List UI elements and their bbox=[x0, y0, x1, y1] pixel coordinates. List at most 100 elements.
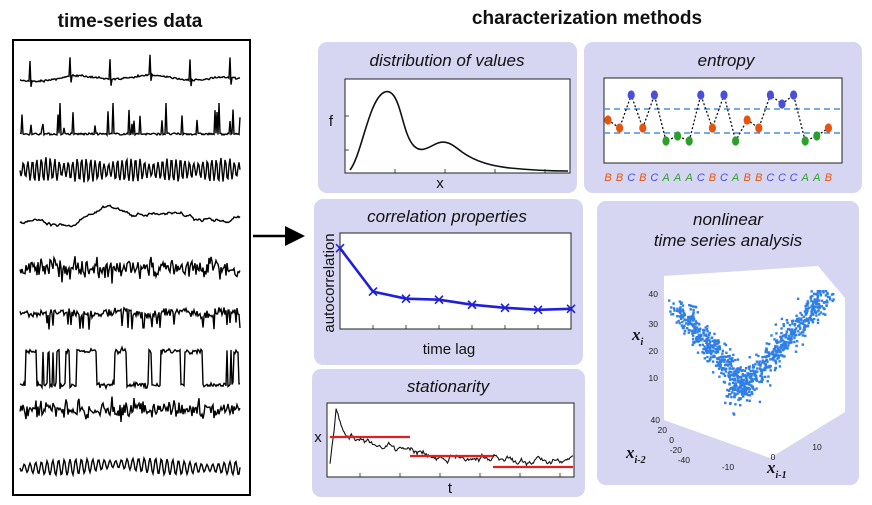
scatter-point bbox=[728, 354, 731, 358]
scatter-point bbox=[673, 309, 676, 312]
scatter-point bbox=[822, 291, 825, 294]
scatter-point bbox=[714, 340, 717, 343]
correlation-plot-area bbox=[339, 232, 572, 330]
scatter-point bbox=[765, 347, 768, 350]
x-axis-label: xi-1 bbox=[766, 458, 787, 481]
scatter-point bbox=[677, 319, 680, 323]
scatter-point bbox=[819, 290, 822, 293]
scatter-point bbox=[696, 338, 700, 342]
scatter-point bbox=[728, 370, 731, 373]
distribution-title: distribution of values bbox=[370, 51, 525, 70]
scatter-point bbox=[729, 378, 732, 381]
scatter-point bbox=[729, 373, 732, 377]
scatter-point bbox=[701, 337, 704, 340]
stationarity-title: stationarity bbox=[407, 377, 491, 396]
scatter-point bbox=[748, 388, 752, 391]
scatter-point bbox=[693, 322, 696, 326]
scatter-point bbox=[703, 334, 706, 337]
scatter-point bbox=[813, 317, 816, 321]
scatter-point bbox=[793, 336, 796, 340]
scatter-point bbox=[784, 346, 787, 350]
autocorrelation-point bbox=[467, 300, 477, 310]
scatter-point bbox=[710, 336, 713, 340]
scatter-point bbox=[739, 376, 743, 379]
scatter-point bbox=[730, 364, 733, 368]
scatter-point bbox=[794, 319, 797, 323]
scatter-point bbox=[794, 350, 798, 353]
scatter-point bbox=[689, 315, 693, 318]
scatter-point bbox=[767, 365, 770, 369]
scatter-point bbox=[738, 391, 741, 394]
scatter-point bbox=[826, 291, 829, 295]
scatter-point bbox=[750, 384, 753, 387]
scatter-point bbox=[697, 336, 701, 339]
scatter-point bbox=[716, 342, 719, 346]
scatter-point bbox=[805, 308, 808, 312]
scatter-point bbox=[695, 326, 699, 329]
scatter-point bbox=[736, 387, 740, 390]
scatter-point bbox=[773, 359, 776, 362]
scatter-point bbox=[790, 331, 793, 334]
scatter-point bbox=[729, 348, 732, 351]
scatter-point bbox=[826, 301, 829, 304]
scatter-point bbox=[683, 324, 686, 327]
scatter-point bbox=[809, 315, 812, 318]
scatter-point bbox=[733, 384, 736, 388]
scatter-point bbox=[670, 313, 673, 316]
scatter-point bbox=[712, 346, 715, 349]
scatter-point bbox=[721, 359, 724, 362]
scatter-point bbox=[722, 367, 725, 370]
scatter-point bbox=[720, 368, 724, 372]
scatter-point bbox=[808, 317, 811, 320]
scatter-point bbox=[748, 399, 751, 402]
scatter-point bbox=[691, 316, 694, 320]
scatter-point bbox=[709, 356, 712, 359]
scatter-point bbox=[798, 333, 801, 336]
scatter-point bbox=[752, 366, 756, 369]
scatter-point bbox=[738, 385, 741, 388]
scatter-point bbox=[695, 338, 698, 341]
scatter-point bbox=[740, 386, 743, 389]
z-tick-label: 30 bbox=[649, 319, 659, 329]
scatter-point bbox=[788, 328, 792, 332]
scatter-point bbox=[755, 353, 758, 356]
scatter-point bbox=[764, 364, 768, 368]
time-series-trace bbox=[19, 345, 240, 391]
scatter-point bbox=[730, 395, 733, 399]
scatter-point bbox=[731, 360, 735, 363]
scatter-point bbox=[815, 299, 818, 302]
delay-embedding-scatter bbox=[668, 290, 835, 416]
scatter-point bbox=[714, 364, 718, 367]
scatter-point bbox=[748, 365, 751, 368]
scatter-point bbox=[701, 351, 704, 354]
scatter-point bbox=[797, 330, 800, 333]
scatter-point bbox=[813, 298, 816, 301]
scatter-point bbox=[682, 310, 685, 313]
scatter-point bbox=[702, 348, 705, 351]
scatter-point bbox=[741, 373, 745, 376]
scatter-point bbox=[787, 344, 790, 347]
scatter-point bbox=[817, 306, 820, 309]
scatter-point bbox=[739, 397, 743, 400]
scatter-point bbox=[727, 374, 730, 377]
scatter-point bbox=[818, 305, 821, 308]
scatter-point bbox=[778, 365, 782, 368]
scatter-point bbox=[735, 369, 738, 372]
scatter-point bbox=[819, 294, 823, 297]
scatter-point bbox=[791, 328, 794, 331]
scatter-point bbox=[752, 387, 755, 390]
scatter-point bbox=[823, 307, 826, 311]
scatter-point bbox=[771, 352, 774, 356]
scatter-point bbox=[717, 367, 721, 370]
scatter-point bbox=[681, 325, 685, 329]
scatter-point bbox=[818, 313, 821, 316]
scatter-point bbox=[746, 372, 750, 375]
entropy-marker bbox=[650, 90, 659, 100]
scatter-point bbox=[739, 366, 742, 369]
scatter-point bbox=[721, 352, 724, 355]
scatter-point bbox=[713, 332, 716, 336]
scatter-point bbox=[733, 395, 736, 398]
scatter-point bbox=[737, 389, 740, 392]
scatter-point bbox=[738, 386, 741, 390]
scatter-point bbox=[678, 300, 681, 303]
